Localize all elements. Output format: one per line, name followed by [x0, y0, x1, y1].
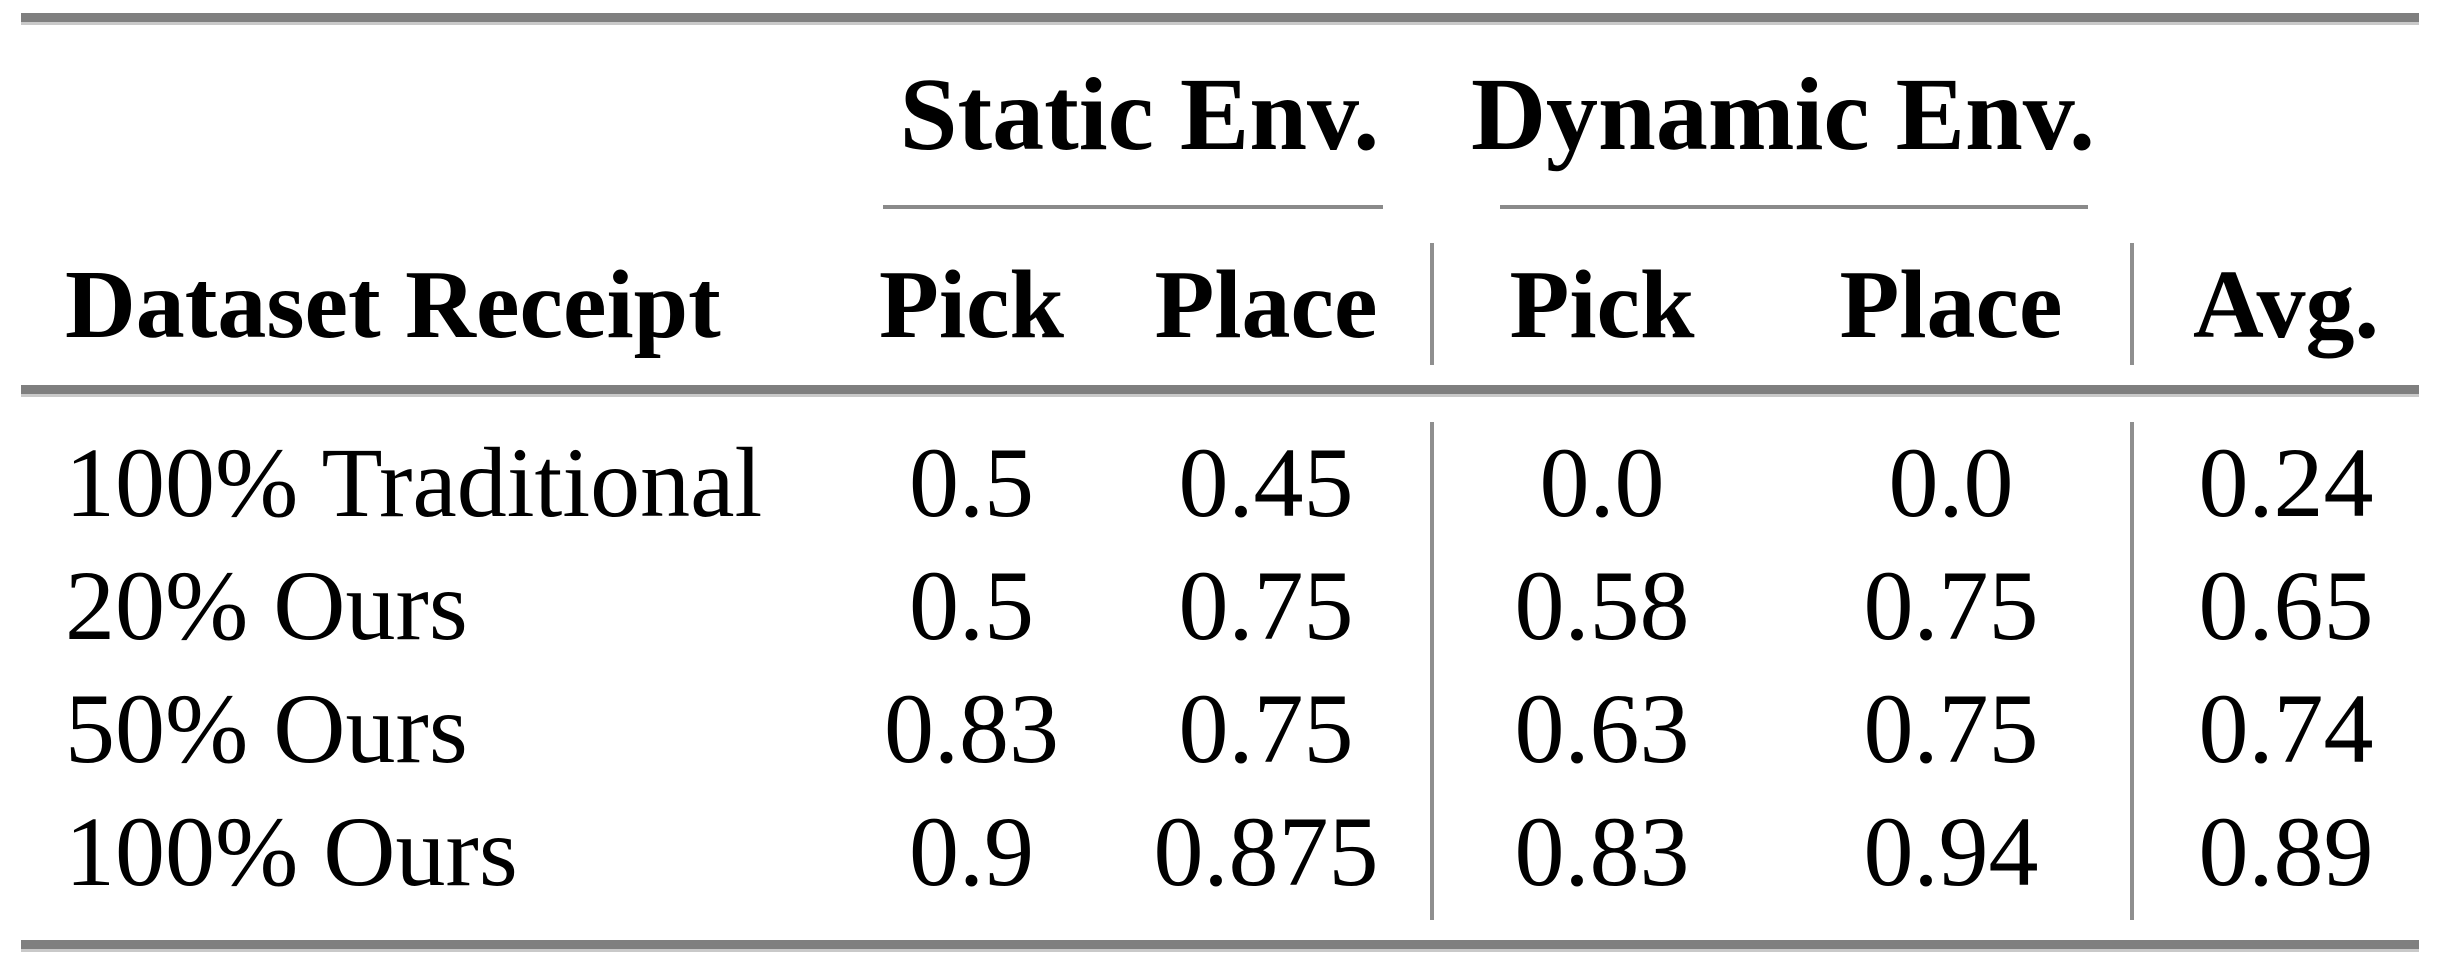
cell-dynamic-place: 0.75: [1863, 549, 2039, 661]
table-mid-rule: [21, 385, 2419, 397]
cell-dynamic-pick: 0.0: [1539, 426, 1665, 538]
row-label: 50% Ours: [65, 672, 468, 784]
cell-avg: 0.24: [2198, 426, 2374, 538]
vertical-rule-avg-lower: [2130, 422, 2134, 920]
cell-dynamic-pick: 0.83: [1514, 795, 1690, 907]
table-row: 50% Ours 0.83 0.75 0.63 0.75 0.74: [0, 667, 2440, 790]
col-header-dynamic-pick: Pick: [1509, 251, 1695, 359]
row-label: 20% Ours: [65, 549, 468, 661]
cell-dynamic-place: 0.94: [1863, 795, 2039, 907]
cell-avg: 0.74: [2198, 672, 2374, 784]
cell-dynamic-place: 0.0: [1888, 426, 2014, 538]
col-header-dynamic-place: Place: [1839, 251, 2063, 359]
table-row: 20% Ours 0.5 0.75 0.58 0.75 0.65: [0, 544, 2440, 667]
table-row: 100% Traditional 0.5 0.45 0.0 0.0 0.24: [0, 421, 2440, 544]
column-header-row: Dataset Receipt Pick Place Pick Place Av…: [0, 230, 2440, 380]
cell-static-place: 0.75: [1178, 549, 1354, 661]
vertical-rule-static-dynamic-upper: [1430, 243, 1434, 365]
col-header-dataset-receipt: Dataset Receipt: [65, 251, 721, 359]
cell-static-place: 0.875: [1153, 795, 1379, 907]
cell-dynamic-pick: 0.63: [1514, 672, 1690, 784]
dynamic-env-cmidrule: [1500, 205, 2088, 209]
cell-dynamic-pick: 0.58: [1514, 549, 1690, 661]
col-header-static-place: Place: [1154, 251, 1378, 359]
row-label: 100% Traditional: [65, 426, 763, 538]
vertical-rule-avg-upper: [2130, 243, 2134, 365]
table-top-rule: [21, 13, 2419, 25]
table-row: 100% Ours 0.9 0.875 0.83 0.94 0.89: [0, 790, 2440, 913]
cell-static-place: 0.45: [1178, 426, 1354, 538]
cell-static-place: 0.75: [1178, 672, 1354, 784]
group-header-row: Static Env. Dynamic Env.: [0, 25, 2440, 205]
cell-static-pick: 0.5: [909, 549, 1034, 661]
table-bottom-rule: [21, 940, 2419, 952]
cell-dynamic-place: 0.75: [1863, 672, 2039, 784]
group-header-dynamic-env: Dynamic Env.: [1470, 57, 2096, 172]
static-env-cmidrule: [883, 205, 1383, 209]
col-header-static-pick: Pick: [878, 251, 1065, 359]
cell-avg: 0.65: [2198, 549, 2374, 661]
row-label: 100% Ours: [65, 795, 518, 907]
col-header-avg: Avg.: [2193, 251, 2379, 359]
cell-static-pick: 0.83: [884, 672, 1059, 784]
cell-avg: 0.89: [2198, 795, 2374, 907]
cell-static-pick: 0.5: [909, 426, 1034, 538]
cell-static-pick: 0.9: [909, 795, 1034, 907]
group-header-static-env: Static Env.: [899, 57, 1380, 172]
vertical-rule-static-dynamic-lower: [1430, 422, 1434, 920]
